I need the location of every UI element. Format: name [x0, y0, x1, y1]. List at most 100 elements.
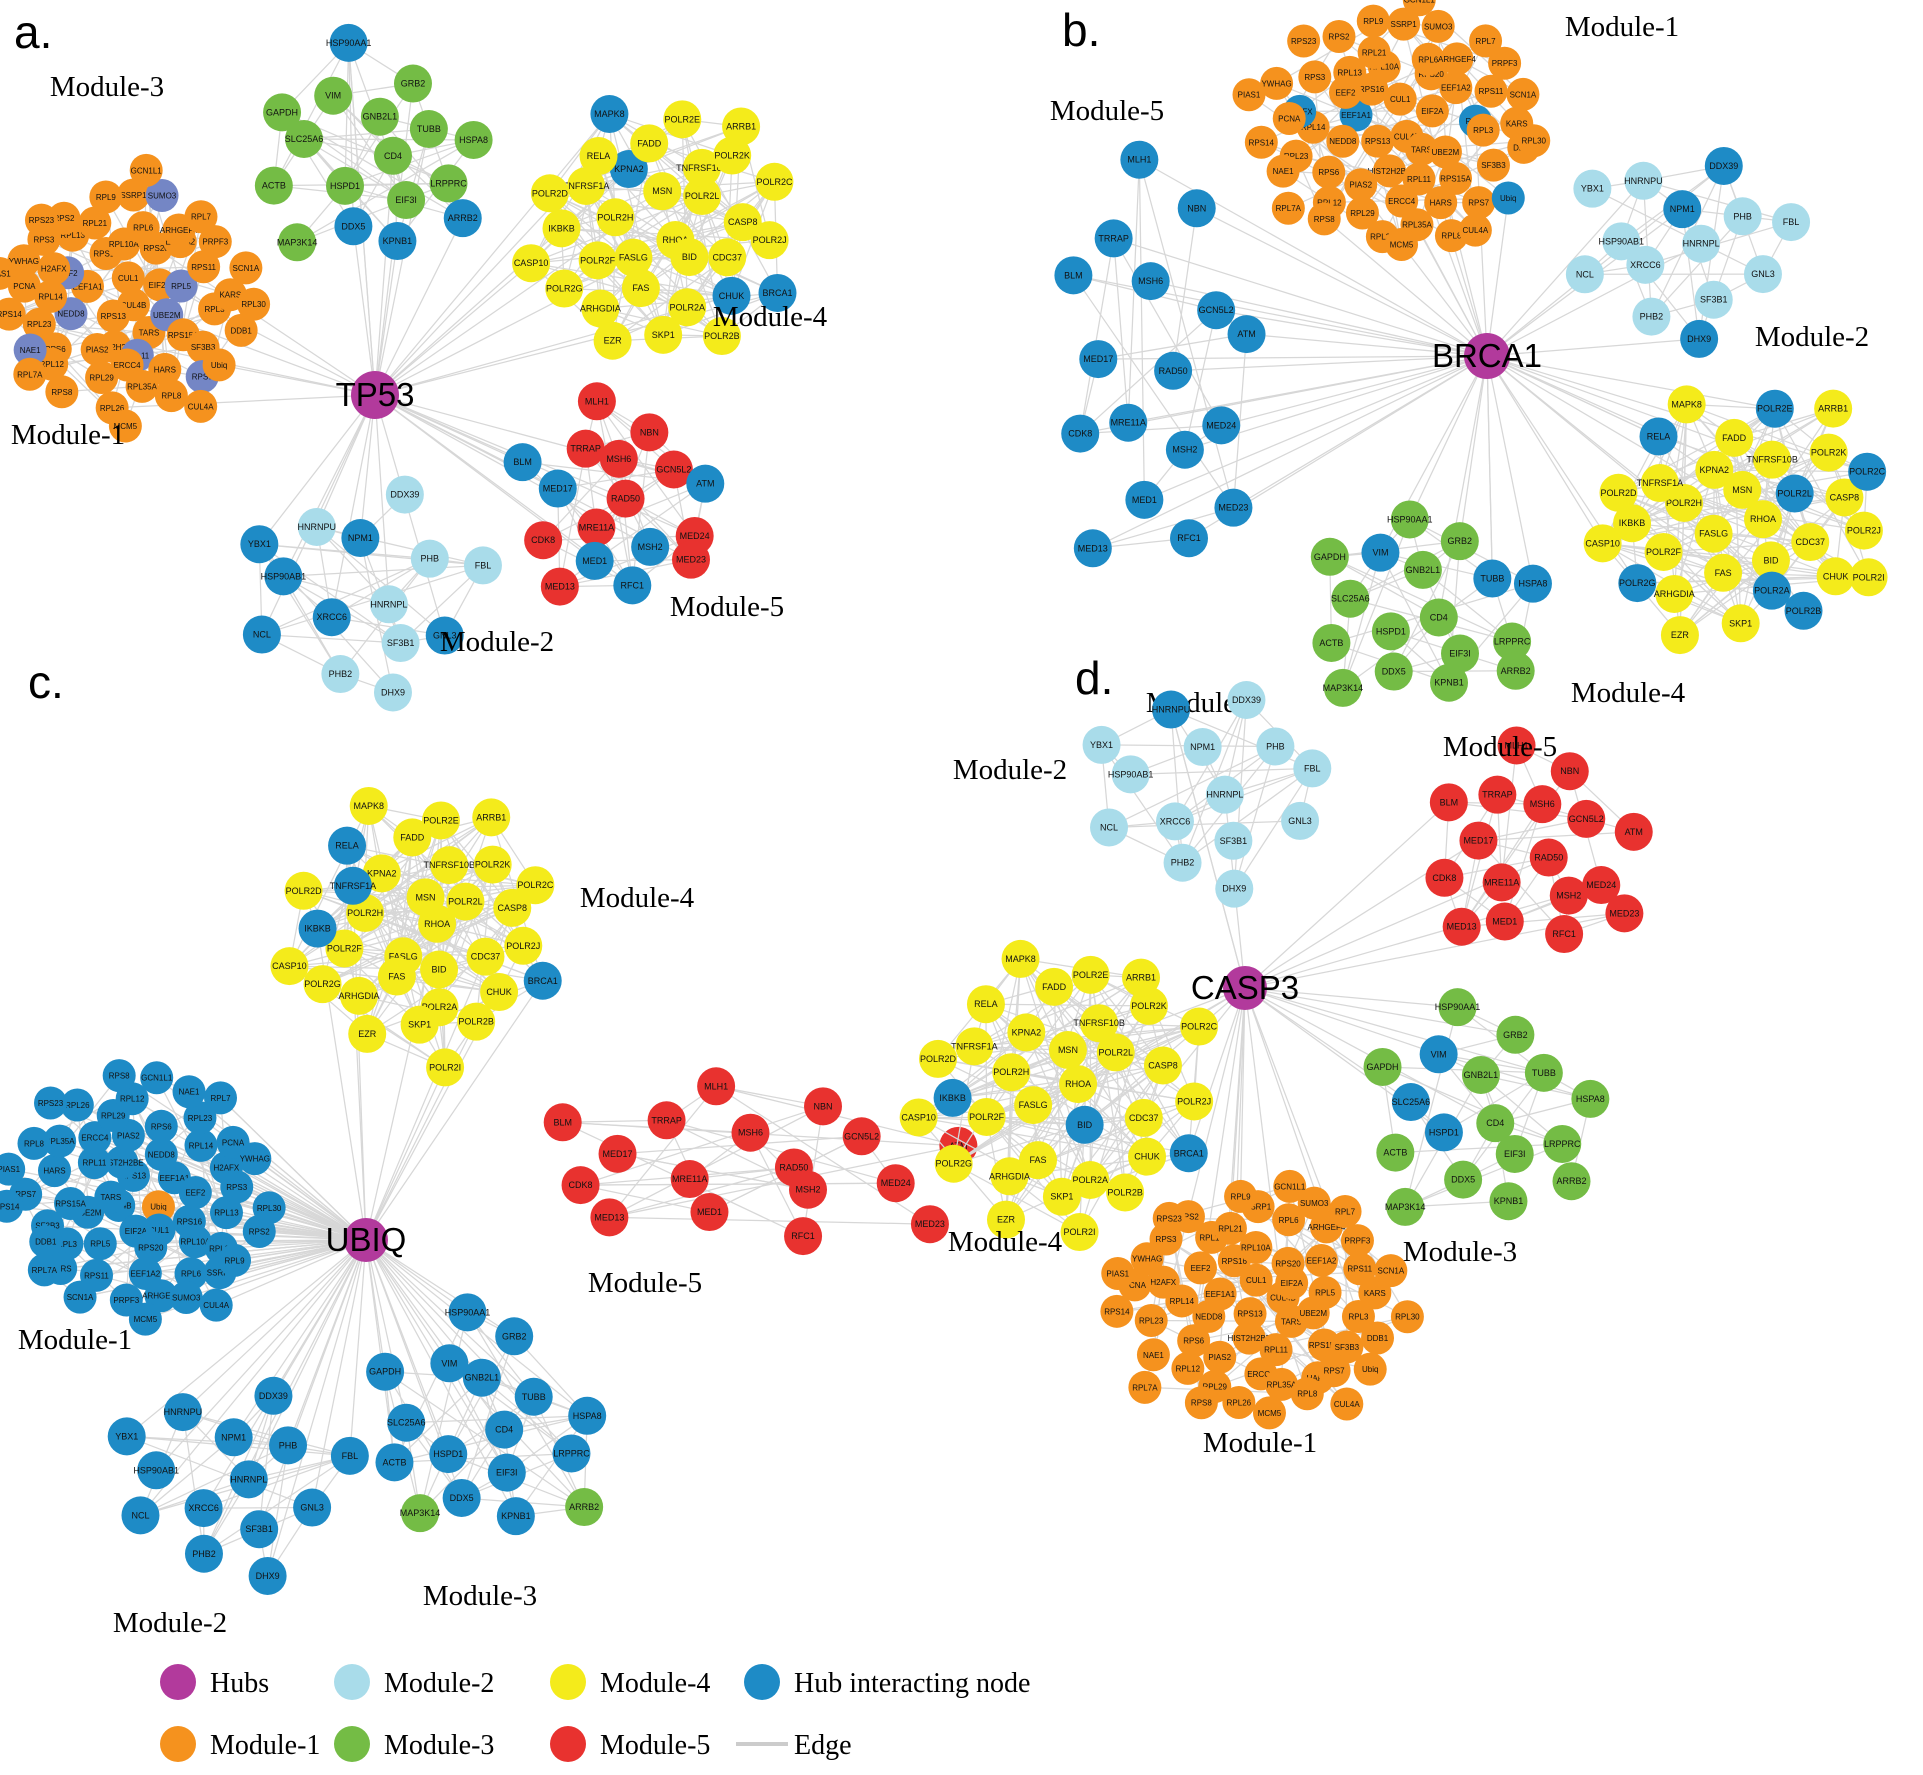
gene-node-label: RPS7	[15, 1190, 36, 1199]
gene-node-label: PHB2	[192, 1549, 216, 1559]
gene-node-label: RPL3	[205, 305, 226, 314]
gene-node-label: RPL12	[1317, 198, 1342, 207]
edge	[1486, 338, 1700, 357]
gene-node	[360, 97, 399, 136]
gene-node-label: ARHGDIA	[989, 1171, 1030, 1181]
gene-node	[1791, 523, 1830, 562]
gene-node-label: RPL6	[133, 224, 154, 233]
edge	[366, 820, 442, 1035]
gene-node	[1071, 1161, 1110, 1200]
gene-node-label: LRPPRC	[553, 1448, 590, 1458]
gene-node-label: RFC1	[1177, 533, 1201, 543]
gene-node	[1844, 511, 1883, 550]
gene-node-label: RPS6	[1318, 168, 1339, 177]
edge	[1233, 746, 1277, 889]
gene-node-label: MLH1	[704, 1081, 728, 1091]
gene-node	[1493, 622, 1532, 661]
gene-node	[1122, 958, 1161, 997]
gene-node-label: RPS23	[38, 1099, 64, 1108]
gene-node	[1232, 78, 1266, 112]
gene-node-label: FBL	[342, 1451, 359, 1461]
gene-node-label: CDK8	[531, 535, 555, 545]
gene-node-label: POLR2K	[475, 860, 511, 870]
gene-node-label: UBE2M	[1432, 148, 1460, 157]
gene-node	[1344, 168, 1378, 202]
gene-node	[644, 315, 683, 354]
edge	[1079, 238, 1115, 434]
gene-node-label: KARS	[1364, 1289, 1386, 1298]
gene-node	[1239, 1230, 1273, 1264]
gene-node	[1461, 1056, 1500, 1095]
gene-node	[1704, 553, 1743, 592]
gene-node	[409, 110, 448, 149]
legend-label: Module-5	[600, 1730, 710, 1761]
module-label: Module-2	[953, 754, 1067, 786]
gene-node	[1441, 634, 1480, 673]
gene-node-label: RPS2	[249, 1227, 270, 1236]
hub-node	[351, 371, 399, 419]
gene-node-label: MRE11A	[672, 1174, 707, 1184]
gene-node	[240, 1510, 279, 1549]
gene-node	[1374, 652, 1413, 691]
gene-node	[454, 120, 493, 159]
gene-node-label: GNL3	[1751, 269, 1775, 279]
gene-node-label: POLR2J	[1847, 526, 1881, 536]
gene-node-label: HNRNPU	[298, 522, 337, 532]
gene-node-label: EEF1A1	[159, 1174, 189, 1183]
gene-node-label: ARRB1	[1126, 973, 1156, 983]
gene-node	[1513, 564, 1552, 603]
gene-node	[1227, 680, 1266, 719]
gene-node-label: MSH6	[738, 1128, 763, 1138]
gene-node-label: KPNB1	[1434, 678, 1464, 688]
gene-node	[78, 1121, 112, 1155]
edge	[1108, 820, 1301, 829]
gene-node	[429, 1435, 468, 1474]
gene-node	[34, 279, 68, 313]
gene-node	[1042, 1177, 1081, 1216]
gene-node	[473, 845, 512, 884]
edge	[248, 1239, 367, 1480]
gene-node-label: POLR2L	[685, 191, 720, 201]
gene-node-label: CHUK	[1823, 571, 1849, 581]
gene-node-label: TRRAP	[1098, 233, 1129, 243]
edge	[1244, 987, 1439, 1055]
gene-node-label: MSH2	[1556, 891, 1581, 901]
gene-node	[126, 211, 160, 245]
gene-node	[172, 1075, 206, 1109]
legend-label: Module-1	[210, 1730, 320, 1761]
gene-node	[1440, 522, 1479, 561]
gene-node-label: EEF2	[185, 1189, 206, 1198]
edge	[182, 1412, 205, 1554]
gene-node	[1545, 915, 1584, 954]
gene-node-label: TARS	[100, 1193, 121, 1202]
edge	[296, 139, 474, 243]
gene-node	[1073, 529, 1112, 568]
gene-node-label: RPL7	[191, 213, 212, 222]
edge	[618, 458, 633, 586]
gene-node	[1090, 808, 1129, 847]
edge	[681, 119, 779, 294]
gene-node	[102, 1059, 136, 1093]
gene-node-label: POLR2C	[1181, 1022, 1218, 1032]
gene-node	[1125, 480, 1164, 519]
gene-node-label: RPL30	[257, 1204, 282, 1213]
gene-node	[1165, 430, 1204, 469]
gene-node	[121, 1496, 160, 1535]
edge	[1774, 408, 1870, 578]
edge	[559, 448, 587, 587]
gene-node	[443, 199, 482, 238]
gene-node-label: ARHGDIA	[580, 304, 621, 314]
gene-node	[1328, 1194, 1362, 1228]
gene-node-label: CDC37	[712, 252, 742, 262]
gene-node	[373, 136, 412, 175]
gene-node-label: SKP1	[1729, 618, 1752, 628]
gene-node-label: PHB	[1733, 211, 1752, 221]
gene-node	[1312, 623, 1351, 662]
edge	[985, 958, 1022, 1118]
hub-label: UBIQ	[326, 1221, 407, 1258]
gene-node	[804, 1087, 843, 1126]
edge	[331, 616, 445, 637]
gene-node-label: RAD50	[779, 1162, 808, 1172]
gene-node	[1613, 504, 1652, 543]
gene-node	[178, 1176, 212, 1210]
